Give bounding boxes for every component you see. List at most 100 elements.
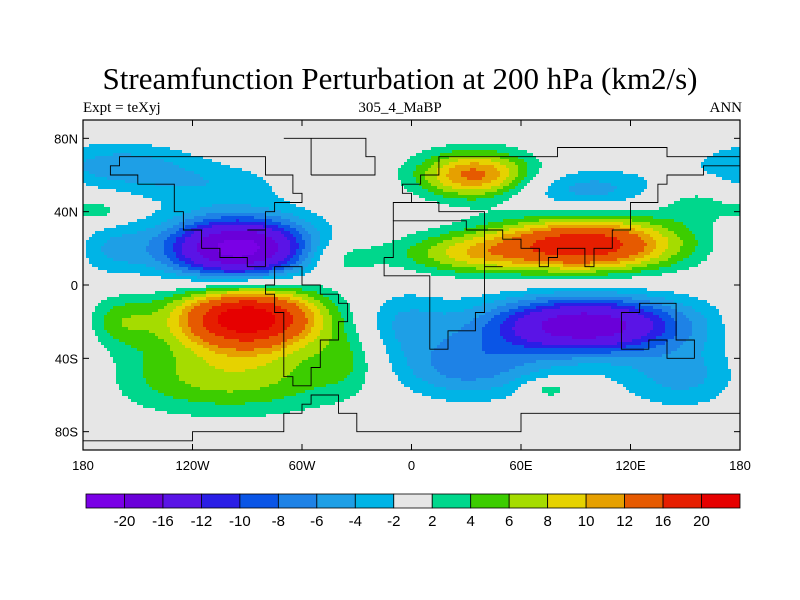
contour-cell bbox=[692, 321, 708, 325]
contour-cell bbox=[143, 363, 177, 367]
contour-cell bbox=[437, 174, 447, 178]
contour-cell bbox=[317, 306, 327, 310]
contour-cell bbox=[155, 267, 174, 271]
contour-cell bbox=[320, 351, 354, 355]
contour-cell bbox=[311, 330, 321, 334]
contour-cell bbox=[620, 261, 642, 265]
contour-cell bbox=[407, 363, 432, 367]
contour-cell bbox=[617, 237, 642, 241]
contour-cell bbox=[284, 234, 294, 238]
contour-cell bbox=[413, 390, 516, 394]
contour-cell bbox=[653, 228, 669, 232]
contour-cell bbox=[665, 327, 678, 331]
colorbar-swatch bbox=[354, 493, 395, 509]
contour-cell bbox=[659, 207, 740, 211]
contour-cell bbox=[110, 309, 159, 313]
contour-cell bbox=[83, 441, 740, 445]
contour-cell bbox=[485, 351, 612, 355]
contour-cell bbox=[698, 402, 740, 406]
contour-cell bbox=[197, 300, 210, 304]
contour-cell bbox=[146, 246, 165, 250]
contour-cell bbox=[83, 417, 740, 421]
contour-cell bbox=[380, 306, 474, 310]
contour-cell bbox=[491, 186, 504, 190]
contour-cell bbox=[707, 339, 726, 343]
contour-cell bbox=[311, 222, 330, 226]
contour-cell bbox=[671, 351, 702, 355]
contour-cell bbox=[626, 387, 672, 391]
contour-cell bbox=[83, 129, 740, 133]
contour-cell bbox=[83, 333, 96, 337]
contour-cell bbox=[668, 258, 684, 262]
contour-cell bbox=[725, 345, 740, 349]
contour-cell bbox=[503, 186, 516, 190]
contour-cell bbox=[200, 387, 261, 391]
contour-cell bbox=[83, 144, 90, 148]
contour-cell bbox=[83, 351, 111, 355]
contour-cell bbox=[497, 150, 528, 154]
contour-cell bbox=[440, 159, 459, 163]
contour-cell bbox=[536, 297, 633, 301]
contour-cell bbox=[182, 243, 198, 247]
contour-cell bbox=[653, 249, 666, 253]
contour-cell bbox=[377, 324, 393, 328]
contour-cell bbox=[626, 264, 648, 268]
contour-cell bbox=[713, 249, 740, 253]
contour-cell bbox=[353, 363, 369, 367]
contour-cell bbox=[272, 219, 291, 223]
contour-cell bbox=[647, 183, 740, 187]
contour-cell bbox=[305, 336, 318, 340]
contour-cell bbox=[317, 291, 339, 295]
contour-cell bbox=[110, 351, 144, 355]
colorbar-label: -4 bbox=[349, 513, 362, 530]
contour-cell bbox=[176, 288, 207, 292]
contour-cell bbox=[500, 291, 555, 295]
contour-cell bbox=[521, 384, 624, 388]
contour-cell bbox=[83, 315, 93, 319]
contour-cell bbox=[494, 315, 510, 319]
contour-cell bbox=[194, 171, 252, 175]
contour-cell bbox=[272, 399, 345, 403]
contour-cell bbox=[161, 261, 174, 265]
contour-cell bbox=[308, 300, 321, 304]
contour-cell bbox=[689, 318, 708, 322]
contour-cell bbox=[392, 327, 462, 331]
contour-cell bbox=[683, 303, 711, 307]
colorbar-swatch bbox=[585, 493, 625, 509]
contour-cell bbox=[83, 282, 740, 286]
contour-cell bbox=[362, 345, 387, 349]
contour-cell bbox=[332, 315, 342, 319]
contour-cell bbox=[296, 204, 450, 208]
contour-cell bbox=[83, 426, 740, 430]
contour-cell bbox=[647, 333, 663, 337]
contour-cell bbox=[299, 363, 354, 367]
contour-cell bbox=[638, 234, 651, 238]
contour-cell bbox=[527, 165, 543, 169]
contour-cell bbox=[344, 318, 354, 322]
contour-cell bbox=[413, 174, 426, 178]
contour-cell bbox=[191, 327, 207, 331]
contour-cell bbox=[233, 255, 243, 259]
contour-cell bbox=[83, 372, 117, 376]
contour-cell bbox=[320, 237, 333, 241]
contour-cell bbox=[185, 237, 204, 241]
contour-cell bbox=[83, 318, 93, 322]
contour-cell bbox=[206, 297, 222, 301]
contour-cell bbox=[479, 315, 495, 319]
contour-cell bbox=[299, 246, 306, 250]
contour-cell bbox=[542, 162, 702, 166]
contour-cell bbox=[440, 372, 501, 376]
colorbar-label: -6 bbox=[310, 513, 323, 530]
contour-cell bbox=[299, 264, 309, 268]
contour-cell bbox=[263, 276, 294, 280]
contour-cell bbox=[641, 396, 717, 400]
contour-cell bbox=[314, 315, 324, 319]
contour-cell bbox=[662, 354, 702, 358]
contour-cell bbox=[461, 378, 477, 382]
contour-cell bbox=[671, 315, 687, 319]
contour-cell bbox=[173, 261, 186, 265]
contour-cell bbox=[482, 327, 501, 331]
contour-cell bbox=[347, 336, 360, 340]
contour-cell bbox=[83, 153, 114, 157]
contour-cell bbox=[164, 306, 177, 310]
